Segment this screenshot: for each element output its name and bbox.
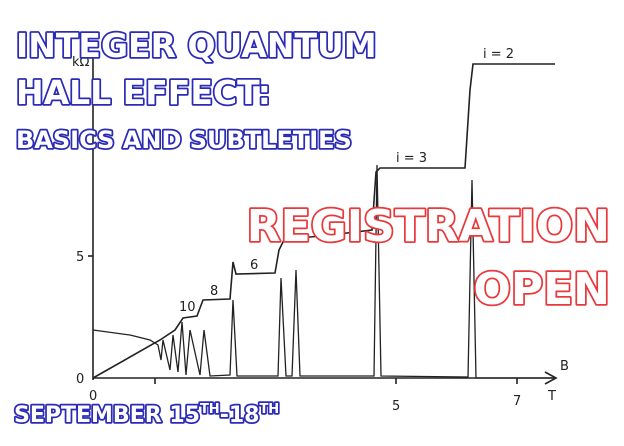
plot: kΩ 5 0 0 5 7 B T 10 8 6 i = 3 i = 2 bbox=[72, 47, 569, 414]
title-line: HALL EFFECT: bbox=[16, 73, 271, 112]
banner-line: OPEN bbox=[473, 264, 610, 315]
banner-line: REGISTRATION bbox=[247, 201, 610, 252]
date-start: SEPTEMBER 15 bbox=[14, 403, 200, 428]
plateau-label: i = 2 bbox=[483, 47, 514, 62]
x-unit: T bbox=[547, 389, 556, 404]
title-line: INTEGER QUANTUM bbox=[16, 26, 377, 65]
longitudinal-curve bbox=[92, 164, 555, 379]
x-tick-label: 7 bbox=[513, 394, 521, 409]
plateau-label: 6 bbox=[250, 258, 258, 273]
x-label: B bbox=[560, 359, 569, 374]
plateau-label: 10 bbox=[179, 300, 196, 315]
dates: SEPTEMBER 15TH-18TH bbox=[14, 402, 279, 428]
date-sup: TH bbox=[259, 402, 279, 417]
date-end: -18 bbox=[220, 403, 260, 428]
x-tick-label: 5 bbox=[392, 399, 400, 414]
y-unit: kΩ bbox=[72, 55, 90, 70]
y-tick-label: 0 bbox=[76, 372, 84, 387]
x-tick-label: 0 bbox=[89, 389, 97, 404]
hall-curve bbox=[92, 63, 555, 379]
y-tick-label: 5 bbox=[76, 250, 84, 265]
plateau-label: 8 bbox=[210, 284, 218, 299]
axis-arrow bbox=[544, 371, 558, 385]
plateau-label: i = 3 bbox=[396, 151, 427, 166]
date-sup: TH bbox=[200, 402, 220, 417]
title-line: BASICS AND SUBTLETIES bbox=[16, 126, 352, 154]
